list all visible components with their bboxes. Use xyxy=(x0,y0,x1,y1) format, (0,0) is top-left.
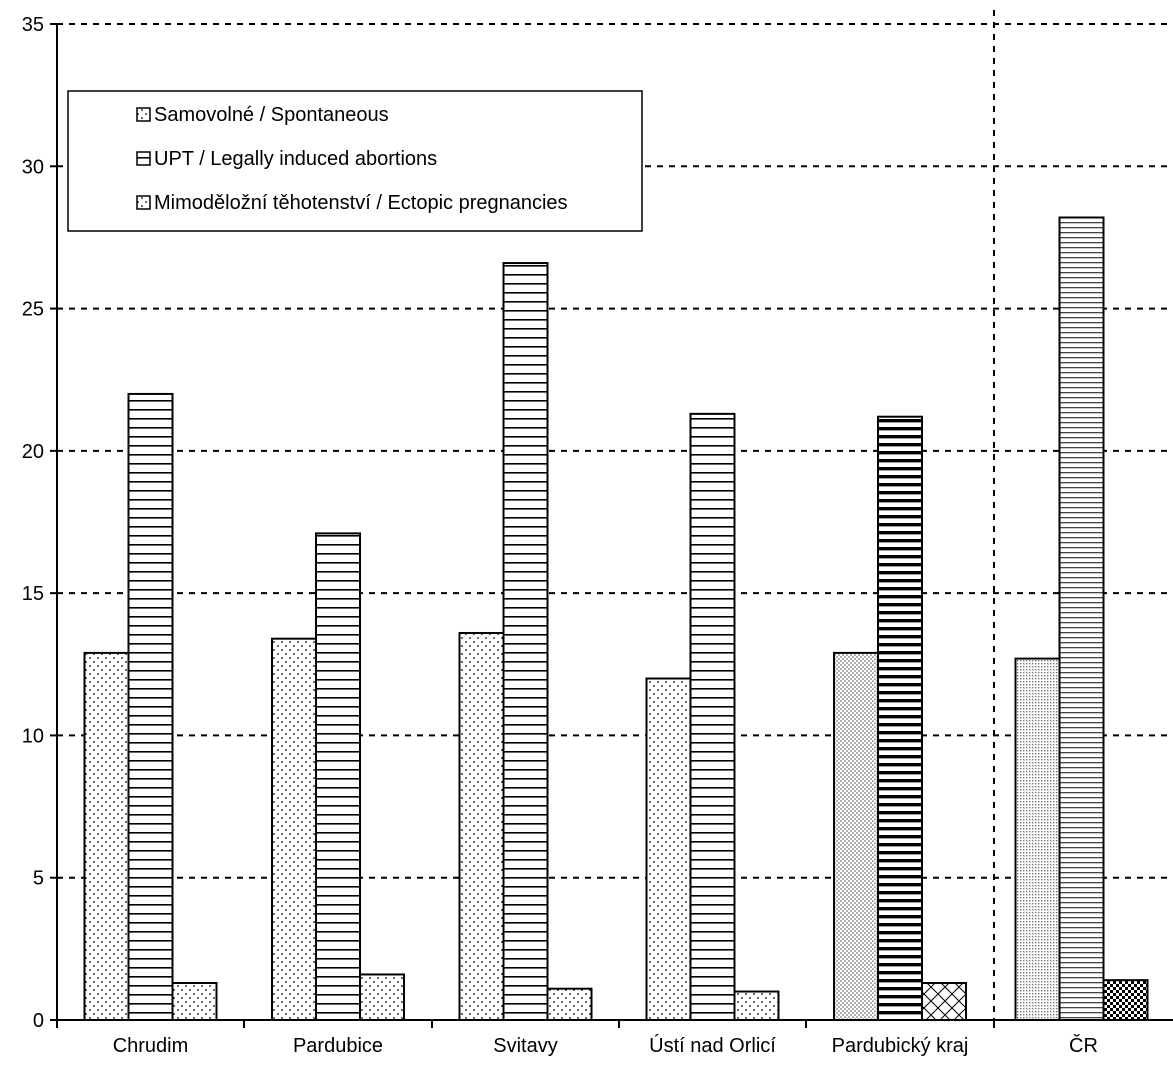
bar-svitavy-series-1 xyxy=(458,631,505,1021)
y-tick-label-10: 10 xyxy=(22,725,44,747)
bar-usti-nad-orlici-series-2 xyxy=(689,412,736,1021)
legend-item-ectopic: Mimoděložní těhotenství / Ectopic pregna… xyxy=(136,192,568,214)
bar-chrudim-series-2 xyxy=(127,392,174,1021)
bar-usti-nad-orlici-series-1 xyxy=(645,677,692,1021)
bar-chrudim-series-3 xyxy=(171,982,218,1022)
bars xyxy=(83,216,1149,1022)
x-label-cr: ČR xyxy=(1069,1034,1098,1057)
legend-label-ectopic: Mimoděložní těhotenství / Ectopic pregna… xyxy=(154,192,568,214)
y-tick-label-35: 35 xyxy=(22,14,44,36)
bar-pardubicky-kraj-series-1 xyxy=(833,651,879,1021)
x-label-usti-nad-orlici: Ústí nad Orlicí xyxy=(649,1034,776,1057)
bar-pardubice-series-1 xyxy=(271,637,317,1021)
y-tick-label-5: 5 xyxy=(33,868,44,890)
bar-svitavy-series-3 xyxy=(546,987,593,1021)
bar-pardubicky-kraj-series-2 xyxy=(877,415,923,1021)
legend-label-induced: UPT / Legally induced abortions xyxy=(154,148,437,170)
bar-cr-series-2 xyxy=(1058,216,1105,1022)
bar-svitavy-series-2 xyxy=(502,262,549,1022)
x-label-pardubice: Pardubice xyxy=(293,1035,383,1057)
bar-usti-nad-orlici-series-3 xyxy=(733,990,780,1021)
legend-item-induced: UPT / Legally induced abortions xyxy=(136,148,437,170)
x-label-chrudim: Chrudim xyxy=(113,1035,189,1057)
legend-label-spontaneous: Samovolné / Spontaneous xyxy=(154,104,389,126)
legend-item-spontaneous: Samovolné / Spontaneous xyxy=(136,104,389,126)
legend-swatch-induced xyxy=(136,151,151,166)
legend-swatch-spontaneous xyxy=(136,107,151,122)
legend: Samovolné / Spontaneous UPT / Legally in… xyxy=(67,90,643,232)
axes xyxy=(50,23,1173,1028)
legend-box xyxy=(67,90,643,232)
y-tick-label-15: 15 xyxy=(22,583,44,605)
legend-swatch-ectopic xyxy=(136,195,151,210)
bar-pardubice-series-2 xyxy=(315,532,361,1022)
y-tick-label-30: 30 xyxy=(22,156,44,178)
y-tick-label-25: 25 xyxy=(22,299,44,321)
bar-cr-series-3 xyxy=(1102,979,1149,1021)
x-label-svitavy: Svitavy xyxy=(493,1035,557,1057)
bar-pardubice-series-3 xyxy=(359,973,405,1021)
x-category-labels: Chrudim Pardubice Svitavy Ústí nad Orlicí Pa… xyxy=(113,1034,1098,1057)
y-tick-labels: 0 5 10 15 20 25 30 35 xyxy=(22,14,44,1032)
bar-cr-series-1 xyxy=(1014,657,1061,1021)
x-label-pardubicky-kraj: Pardubický kraj xyxy=(832,1035,969,1057)
y-tick-label-20: 20 xyxy=(22,441,44,463)
bar-pardubicky-kraj-series-3 xyxy=(921,982,967,1022)
y-tick-label-0: 0 xyxy=(33,1010,44,1032)
bar-chrudim-series-1 xyxy=(83,651,130,1021)
